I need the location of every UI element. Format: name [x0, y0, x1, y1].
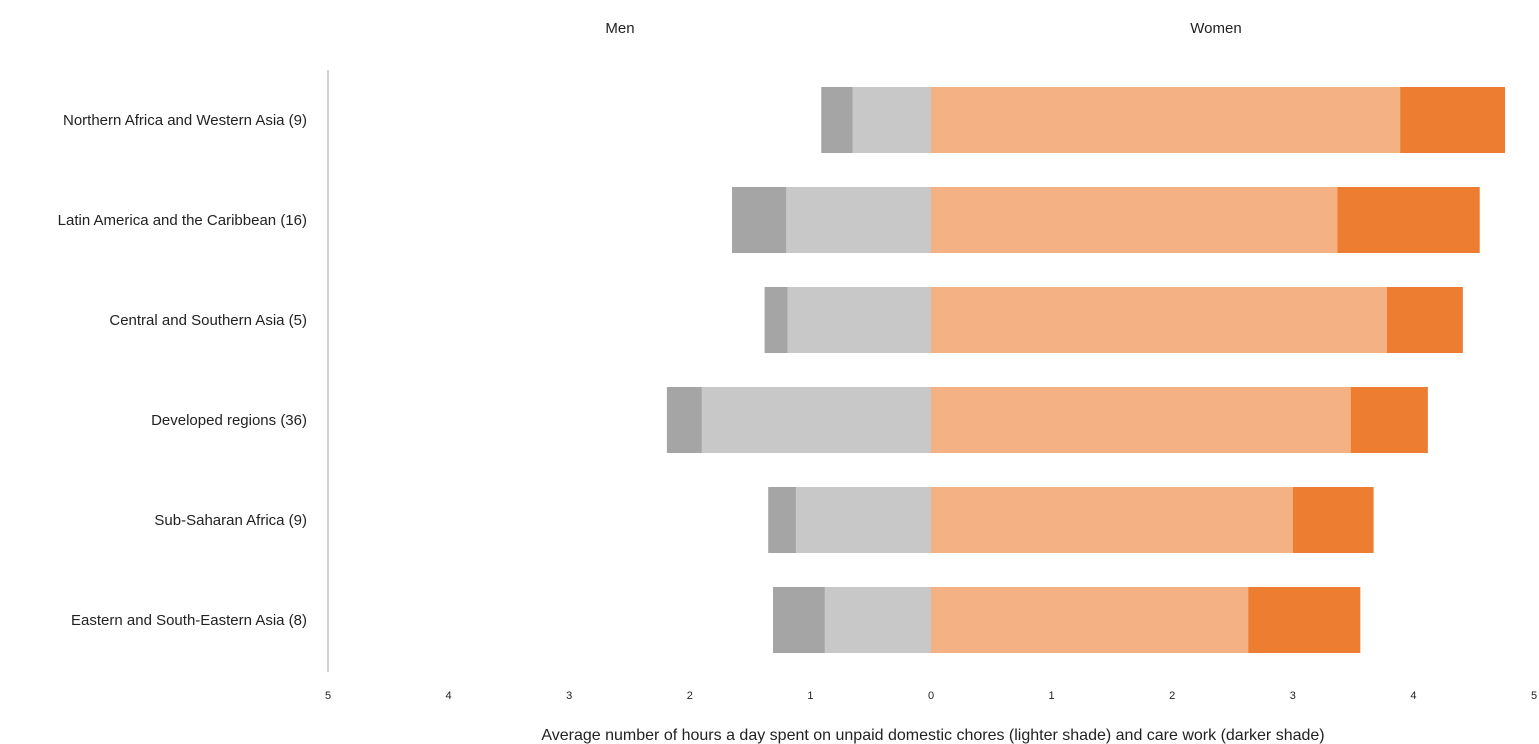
bar-women-domestic-1 [931, 187, 1338, 253]
bar-women-domestic-2 [931, 287, 1387, 353]
category-label-4: Sub-Saharan Africa (9) [154, 512, 307, 529]
bar-men-domestic-4 [795, 487, 931, 553]
bar-women-domestic-5 [931, 587, 1249, 653]
x-tick-label-6: 1 [1049, 690, 1055, 702]
x-tick-label-9: 4 [1410, 690, 1416, 702]
bar-men-care-3 [666, 387, 702, 453]
x-tick-label-7: 2 [1169, 690, 1175, 702]
bar-women-domestic-0 [931, 87, 1401, 153]
category-label-1: Latin America and the Caribbean (16) [58, 212, 307, 229]
bar-women-care-2 [1386, 287, 1463, 353]
x-axis-title: Average number of hours a day spent on u… [541, 727, 1324, 744]
x-tick-label-3: 2 [687, 690, 693, 702]
bar-women-care-1 [1337, 187, 1480, 253]
x-tick-label-4: 1 [807, 690, 813, 702]
category-labels: Northern Africa and Western Asia (9) Lati… [58, 112, 307, 629]
bar-women-care-0 [1400, 87, 1506, 153]
bar-men-domestic-1 [786, 187, 931, 253]
x-tick-label-5: 0 [928, 690, 934, 702]
bar-men-care-4 [768, 487, 796, 553]
women-header: Women [1190, 20, 1241, 37]
bar-men-domestic-0 [852, 87, 931, 153]
bar-women-care-4 [1292, 487, 1374, 553]
x-tick-label-1: 4 [446, 690, 452, 702]
x-tick-label-10: 5 [1531, 690, 1537, 702]
category-label-3: Developed regions (36) [151, 412, 307, 429]
bar-women-domestic-4 [931, 487, 1293, 553]
bar-men-care-1 [732, 187, 787, 253]
bar-women-care-3 [1350, 387, 1428, 453]
category-label-0: Northern Africa and Western Asia (9) [63, 112, 307, 129]
bar-men-care-0 [821, 87, 853, 153]
bar-men-domestic-3 [701, 387, 931, 453]
category-label-2: Central and Southern Asia (5) [109, 312, 307, 329]
bar-men-domestic-5 [824, 587, 931, 653]
men-header: Men [605, 20, 634, 37]
x-tick-label-2: 3 [566, 690, 572, 702]
x-tick-label-0: 5 [325, 690, 331, 702]
category-label-5: Eastern and South-Eastern Asia (8) [71, 612, 307, 629]
bar-women-domestic-3 [931, 387, 1351, 453]
bar-men-care-5 [773, 587, 825, 653]
x-tick-label-8: 3 [1290, 690, 1296, 702]
bar-women-care-5 [1248, 587, 1361, 653]
bars-group [666, 87, 1506, 653]
bar-men-care-2 [764, 287, 788, 353]
bar-men-domestic-2 [787, 287, 931, 353]
x-tick-labels: 5 4 3 2 1 0 1 2 3 4 5 [325, 690, 1537, 702]
